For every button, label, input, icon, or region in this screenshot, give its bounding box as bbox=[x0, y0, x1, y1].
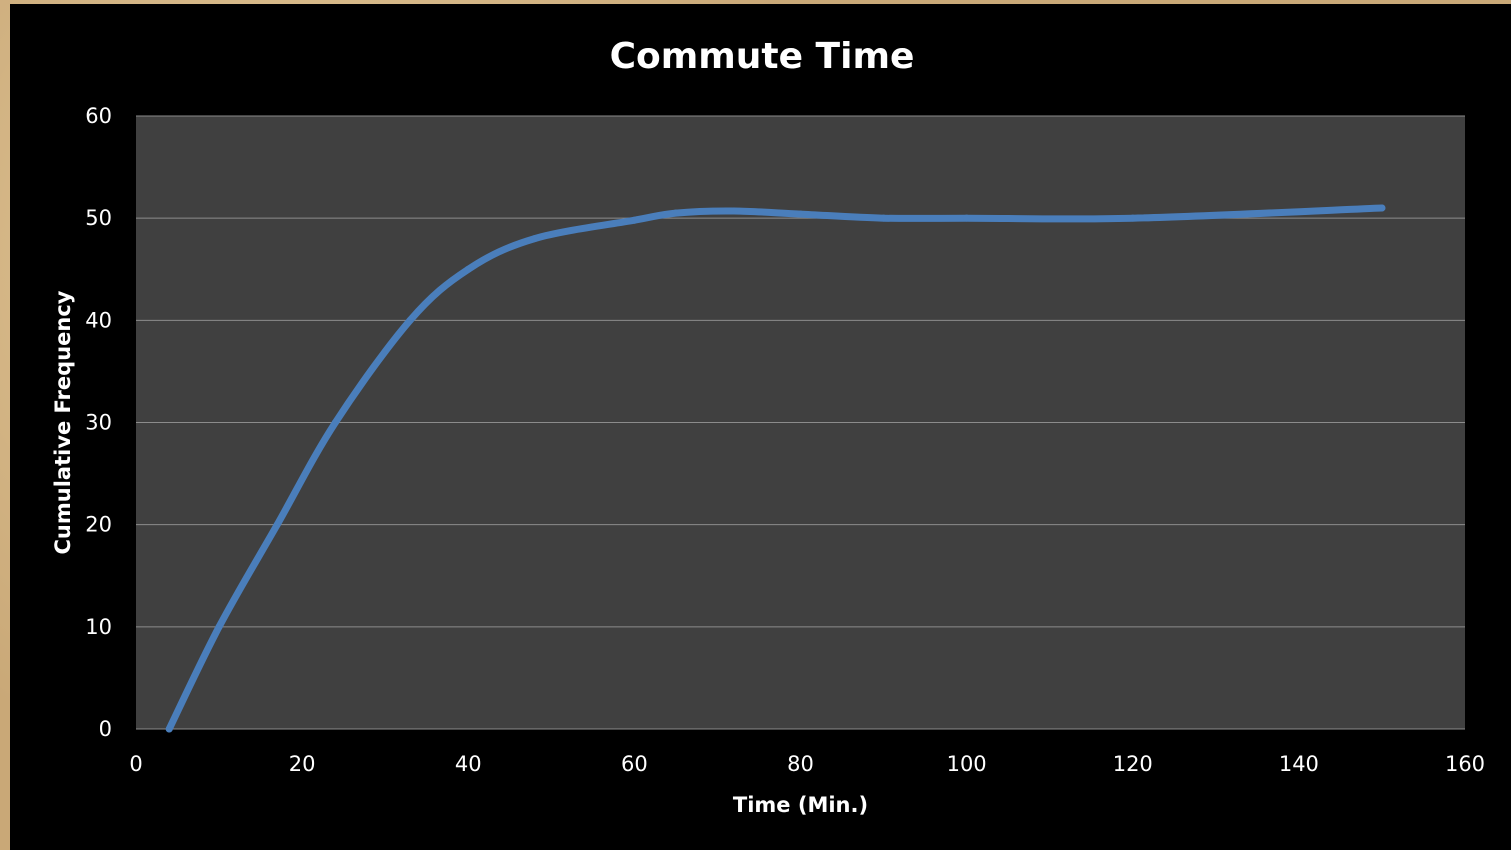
x-tick-label: 60 bbox=[621, 752, 648, 776]
y-tick-label: 20 bbox=[85, 513, 112, 537]
y-tick-label: 40 bbox=[85, 308, 112, 332]
data-point bbox=[963, 214, 971, 222]
data-point bbox=[464, 265, 472, 273]
chart-title: Commute Time bbox=[610, 36, 915, 77]
x-tick-label: 100 bbox=[947, 752, 987, 776]
data-point bbox=[406, 316, 414, 324]
x-tick-label: 160 bbox=[1445, 752, 1485, 776]
x-tick-label: 20 bbox=[289, 752, 316, 776]
x-axis-title: Time (Min.) bbox=[733, 793, 868, 817]
data-point bbox=[331, 419, 339, 426]
data-point bbox=[880, 214, 888, 222]
x-tick-label: 140 bbox=[1279, 752, 1319, 776]
series-layer bbox=[165, 204, 1386, 733]
gridlines bbox=[136, 115, 1465, 730]
y-axis-title: Cumulative Frequency bbox=[51, 290, 75, 554]
data-point bbox=[630, 216, 638, 224]
data-point bbox=[531, 235, 539, 243]
data-point bbox=[273, 521, 281, 529]
data-point bbox=[672, 209, 680, 217]
y-tick-label: 50 bbox=[85, 206, 112, 230]
data-point bbox=[1378, 204, 1386, 212]
data-point bbox=[797, 210, 804, 218]
y-axis-ticks: 0 10 20 30 40 50 60 bbox=[85, 104, 112, 741]
x-tick-label: 40 bbox=[455, 752, 482, 776]
chart-frame: 0 10 20 30 40 50 60 0 20 40 60 80 100 120 140 160 Comm… bbox=[10, 4, 1511, 850]
data-point bbox=[165, 725, 173, 733]
x-tick-label: 0 bbox=[129, 752, 142, 776]
x-axis-ticks: 0 20 40 60 80 100 120 140 160 bbox=[129, 752, 1485, 776]
line-chart: 0 10 20 30 40 50 60 0 20 40 60 80 100 120 140 160 Comm… bbox=[51, 36, 1485, 817]
y-tick-label: 60 bbox=[85, 104, 112, 128]
x-tick-label: 120 bbox=[1113, 752, 1153, 776]
data-point bbox=[215, 623, 223, 631]
data-point bbox=[1129, 214, 1137, 222]
x-tick-label: 80 bbox=[787, 752, 814, 776]
y-tick-label: 0 bbox=[99, 717, 112, 741]
data-point bbox=[730, 207, 738, 215]
y-tick-label: 30 bbox=[85, 411, 112, 435]
y-tick-label: 10 bbox=[85, 615, 112, 639]
